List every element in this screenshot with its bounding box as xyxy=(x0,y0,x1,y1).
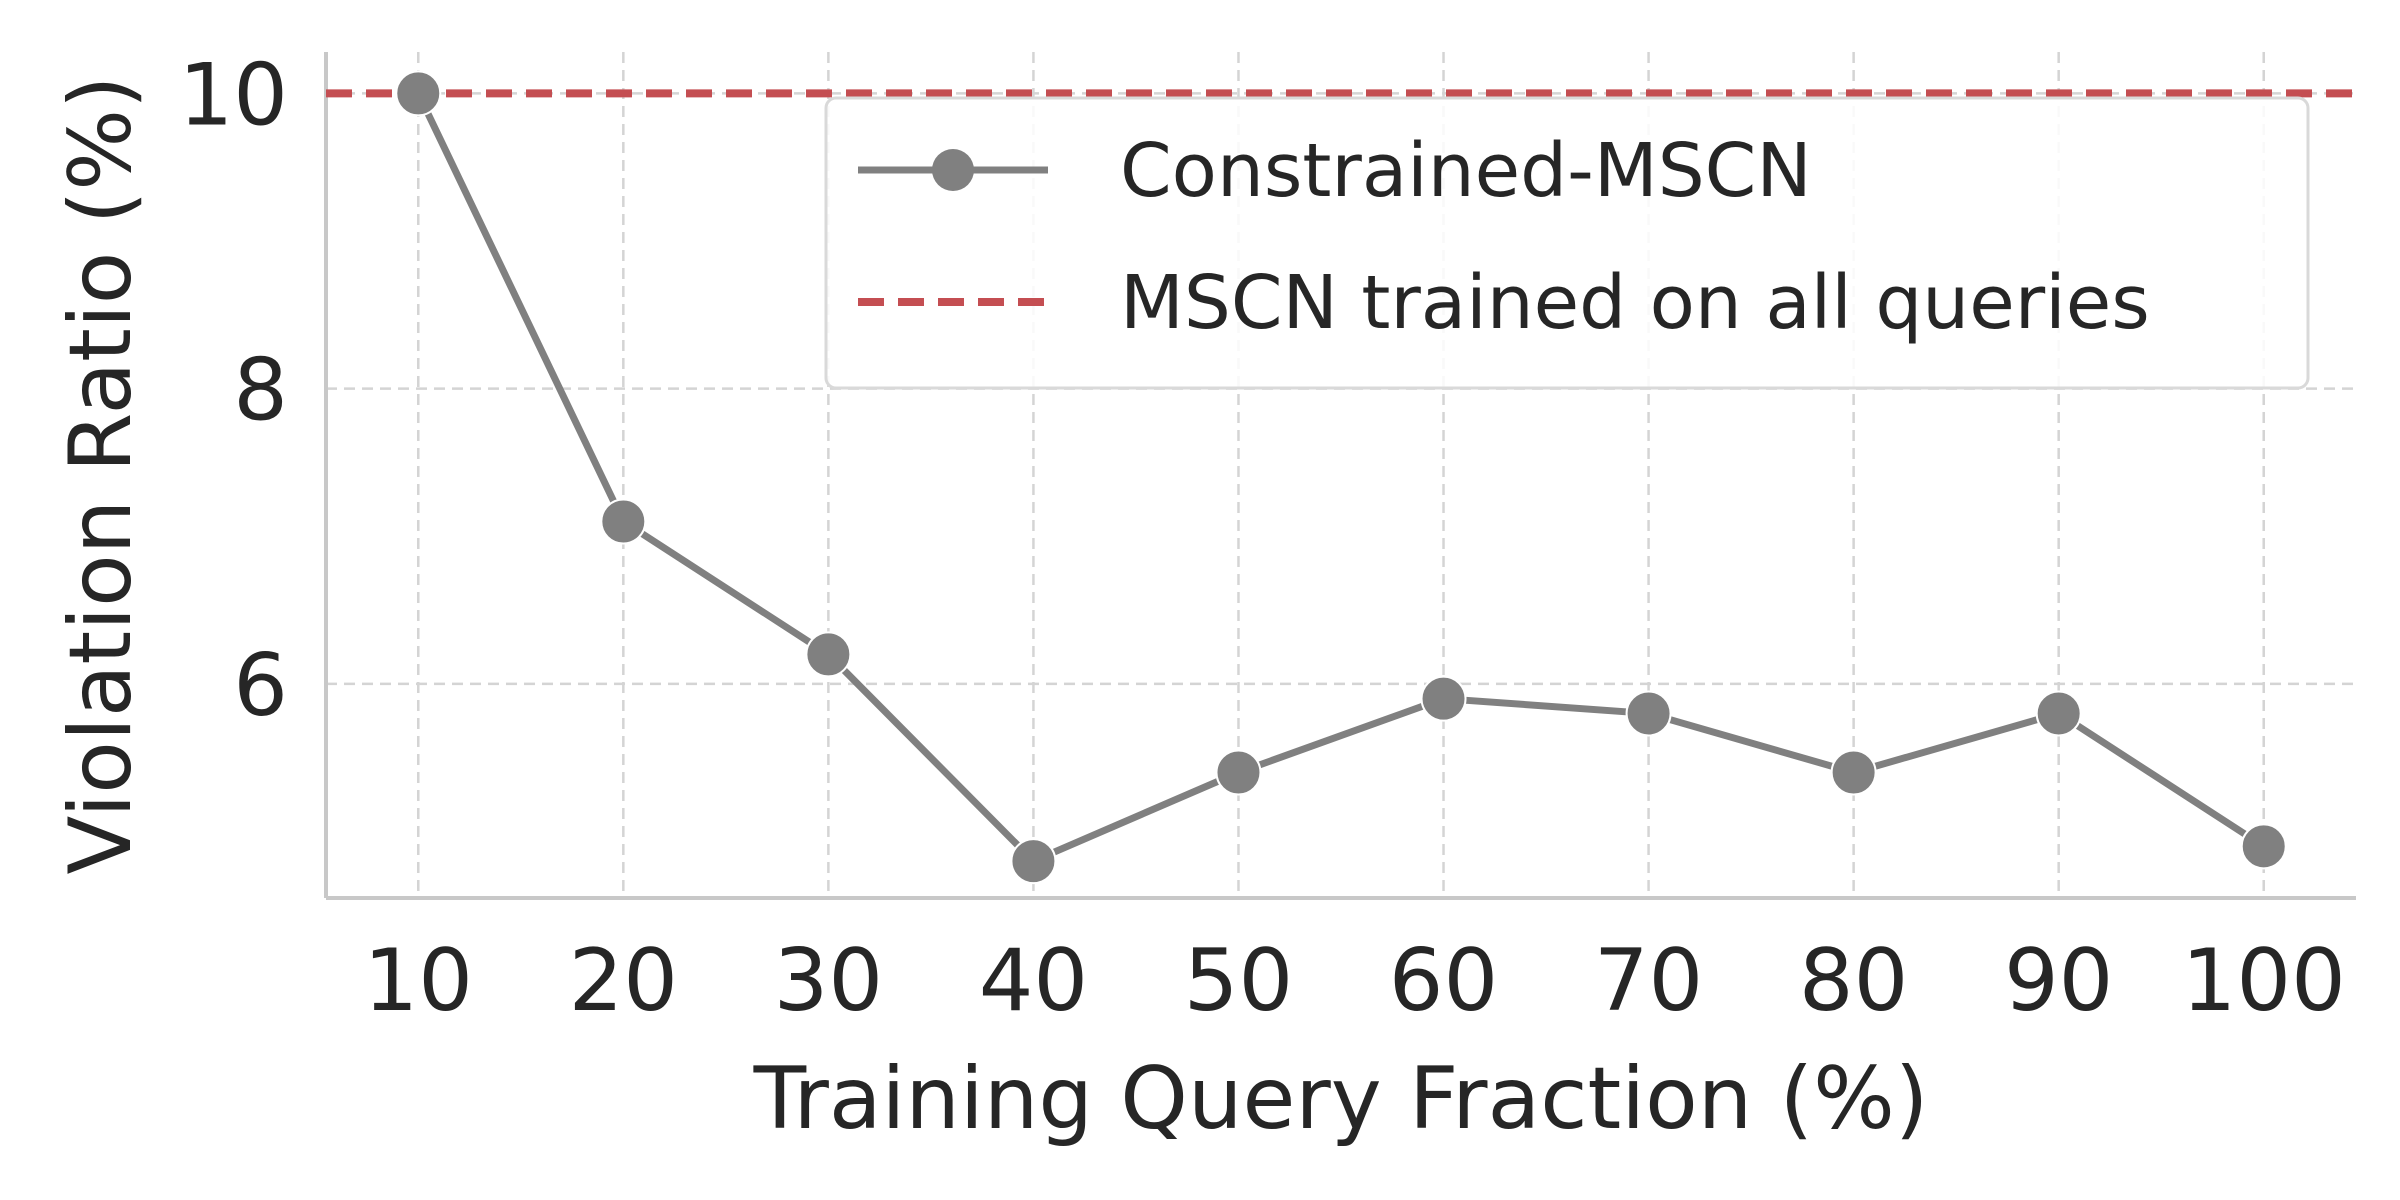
x-tick-label: 10 xyxy=(364,931,473,1031)
x-tick-label: 50 xyxy=(1184,931,1293,1031)
data-point xyxy=(1830,749,1877,796)
data-point xyxy=(1010,838,1057,885)
x-tick-label: 90 xyxy=(2004,931,2113,1031)
legend: Constrained-MSCN MSCN trained on all que… xyxy=(824,96,2310,390)
data-point xyxy=(2240,823,2287,870)
x-tick-label: 40 xyxy=(979,931,1088,1031)
series xyxy=(326,70,2356,885)
data-point xyxy=(805,631,852,678)
axes xyxy=(324,52,2356,900)
x-tick-label: 30 xyxy=(774,931,883,1031)
x-tick-label: 20 xyxy=(569,931,678,1031)
data-point xyxy=(1625,690,1672,737)
y-tick-label: 10 xyxy=(179,45,288,145)
tick-labels: 10 20 30 40 50 60 70 80 90 100 6 8 10 xyxy=(179,45,2346,1031)
legend-frame xyxy=(824,96,2310,390)
data-point xyxy=(2035,690,2082,737)
x-tick-label: 60 xyxy=(1389,931,1498,1031)
x-tick-label: 100 xyxy=(2182,931,2346,1031)
y-tick-label: 8 xyxy=(233,341,288,441)
y-tick-label: 6 xyxy=(233,636,288,736)
y-axis-title: Violation Ratio (%) xyxy=(51,75,151,874)
data-point xyxy=(600,498,647,545)
x-axis-title: Training Query Fraction (%) xyxy=(753,1049,1929,1149)
legend-label-mscn-all-queries: MSCN trained on all queries xyxy=(1120,260,2150,346)
data-point xyxy=(395,70,442,117)
data-point xyxy=(1420,675,1467,722)
x-tick-label: 70 xyxy=(1594,931,1703,1031)
series-line-constrained-mscn xyxy=(415,91,2266,865)
data-point xyxy=(1215,749,1262,796)
x-tick-label: 80 xyxy=(1799,931,1908,1031)
legend-label-constrained-mscn: Constrained-MSCN xyxy=(1120,128,1812,214)
legend-marker-sample xyxy=(932,149,974,191)
